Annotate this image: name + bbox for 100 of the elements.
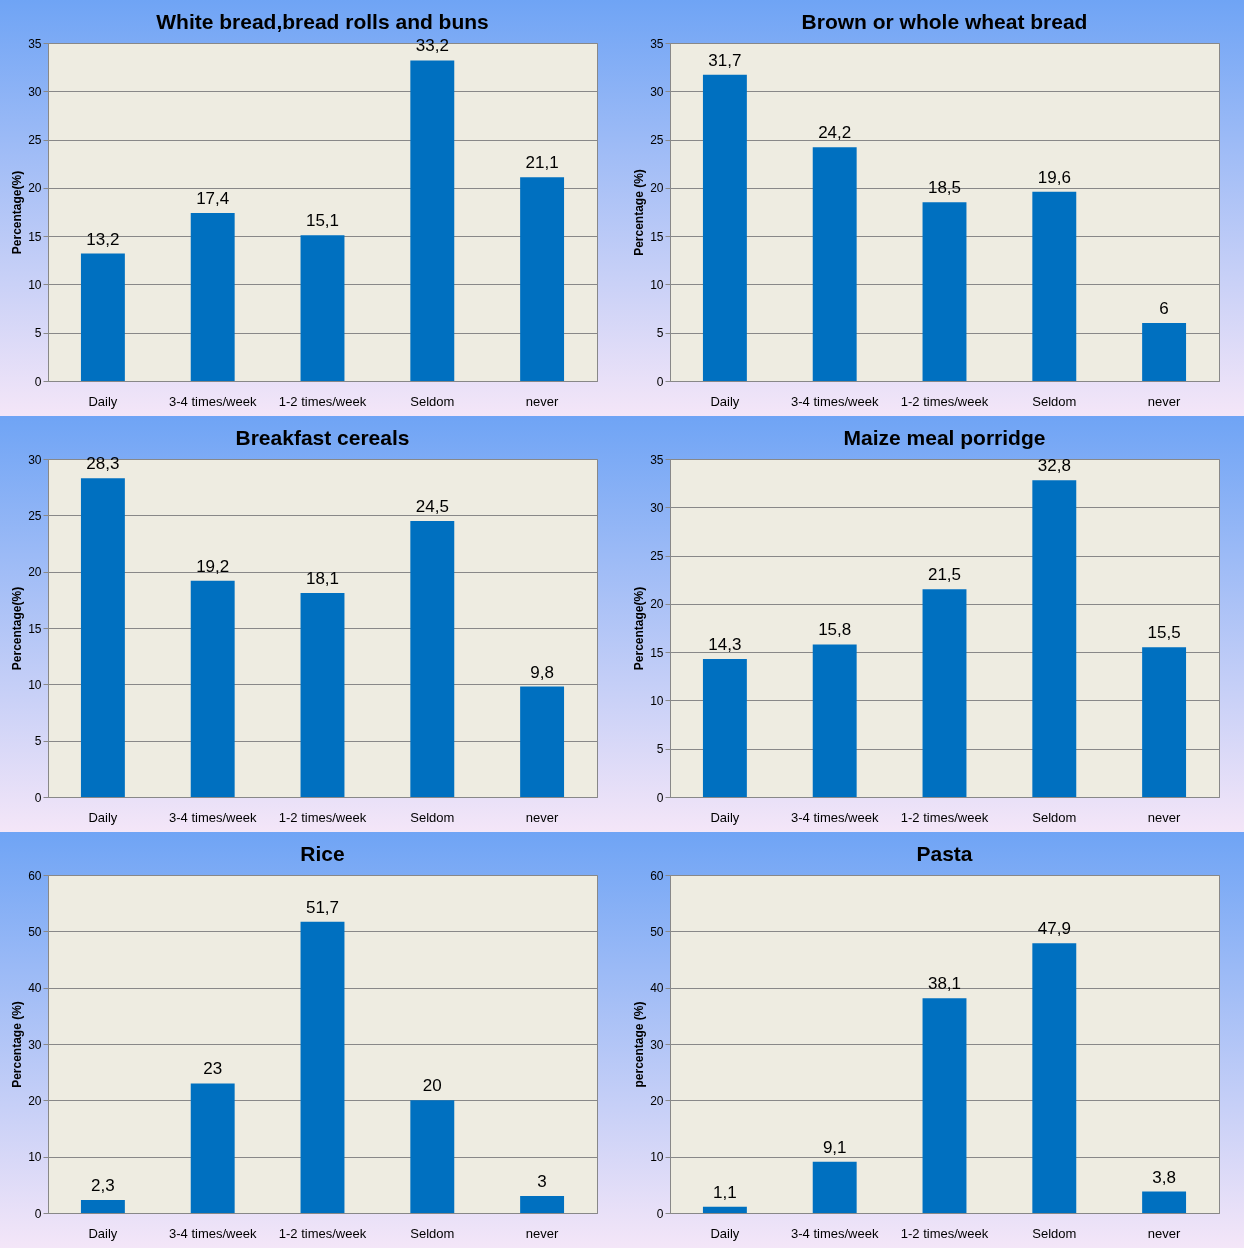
y-tick-label: 25 [650, 133, 664, 148]
y-tick-label: 20 [28, 1093, 42, 1108]
x-tick-label: never [525, 1225, 560, 1241]
data-label: 15,5 [1147, 623, 1181, 643]
x-tick-label: never [1147, 1225, 1182, 1241]
y-axis-title: Percentage(%) [10, 586, 25, 671]
bar [410, 520, 455, 797]
y-tick-label: 10 [650, 277, 664, 292]
x-tick-label: 1-2 times/week [278, 393, 367, 409]
x-tick-label: 3-4 times/week [790, 393, 879, 409]
y-tick-label: 0 [34, 790, 42, 805]
x-tick-label: 3-4 times/week [168, 393, 257, 409]
x-tick-label: Seldom [410, 1225, 455, 1241]
bar [190, 1083, 235, 1213]
y-tick-label: 15 [650, 645, 664, 660]
y-tick-label: 40 [28, 981, 42, 996]
x-tick-label: Daily [88, 393, 118, 409]
bar [812, 1161, 857, 1213]
y-tick-label: 30 [28, 1037, 42, 1052]
y-tick-label: 25 [650, 549, 664, 564]
y-tick-label: 15 [28, 229, 42, 244]
bar [1032, 480, 1077, 797]
y-axis-title: percentage (%) [632, 1001, 647, 1088]
y-tick-label: 5 [34, 326, 42, 341]
x-tick-label: Daily [710, 1225, 740, 1241]
y-tick-label: 35 [650, 36, 664, 51]
x-tick-label: never [525, 809, 560, 825]
y-axis-title: Percentage(%) [10, 170, 25, 255]
y-axis-title: Percentage(%) [632, 586, 647, 671]
x-tick-label: never [1147, 809, 1182, 825]
y-tick-label: 30 [650, 84, 664, 99]
data-label: 19,6 [1037, 167, 1071, 187]
y-tick-label: 10 [28, 677, 42, 692]
bar [922, 589, 967, 797]
x-tick-label: never [1147, 393, 1182, 409]
x-tick-label: Daily [710, 809, 740, 825]
y-tick-label: 15 [28, 621, 42, 636]
bar [1032, 191, 1077, 381]
data-label: 31,7 [708, 50, 742, 70]
bar [1142, 1191, 1187, 1213]
bar [410, 60, 455, 381]
y-tick-label: 0 [656, 1206, 664, 1221]
y-tick-label: 20 [650, 181, 664, 196]
y-tick-label: 15 [650, 229, 664, 244]
x-tick-label: 1-2 times/week [278, 1225, 367, 1241]
data-label: 15,1 [305, 211, 340, 231]
data-label: 3,8 [1152, 1167, 1176, 1187]
data-label: 32,8 [1037, 456, 1071, 476]
y-tick-label: 10 [650, 693, 664, 708]
data-label: 13,2 [86, 229, 120, 249]
chart-title: Rice [300, 842, 345, 865]
y-tick-label: 50 [650, 924, 664, 939]
bar [80, 253, 125, 381]
y-axis-title: Percentage (%) [10, 1001, 25, 1088]
bar [190, 212, 235, 381]
x-tick-label: 3-4 times/week [168, 809, 257, 825]
data-label: 17,4 [196, 188, 230, 208]
data-label: 18,1 [305, 569, 340, 589]
y-tick-label: 0 [34, 374, 42, 389]
x-tick-label: Daily [710, 393, 740, 409]
bar [520, 177, 565, 381]
bar [300, 235, 345, 381]
data-label: 6 [1159, 299, 1169, 319]
data-label: 14,3 [708, 634, 742, 654]
y-tick-label: 25 [28, 133, 42, 148]
data-label: 1,1 [713, 1182, 737, 1202]
bar [410, 1100, 455, 1213]
x-tick-label: never [525, 393, 560, 409]
x-tick-label: 3-4 times/week [790, 1225, 879, 1241]
y-tick-label: 30 [650, 500, 664, 515]
data-label: 23 [203, 1059, 223, 1079]
y-tick-label: 20 [28, 565, 42, 580]
bar [300, 593, 345, 797]
bar [80, 1200, 125, 1213]
y-tick-label: 60 [28, 868, 42, 883]
y-tick-label: 60 [650, 868, 664, 883]
x-tick-label: 1-2 times/week [278, 809, 367, 825]
data-label: 9,8 [530, 662, 554, 682]
data-label: 20 [422, 1076, 442, 1096]
x-tick-label: Daily [88, 1225, 118, 1241]
bar [702, 658, 747, 797]
y-tick-label: 5 [656, 742, 664, 757]
x-tick-label: Seldom [1032, 393, 1077, 409]
bar [702, 1206, 747, 1213]
y-tick-label: 10 [28, 1150, 42, 1165]
bar [812, 147, 857, 381]
y-tick-label: 50 [28, 924, 42, 939]
y-tick-label: 30 [28, 84, 42, 99]
data-label: 21,1 [525, 153, 559, 173]
data-label: 38,1 [927, 974, 962, 994]
bar [1142, 647, 1187, 797]
x-tick-label: 1-2 times/week [900, 393, 989, 409]
chart-title: Breakfast cereals [235, 426, 410, 449]
x-tick-label: 1-2 times/week [900, 1225, 989, 1241]
data-label: 28,3 [86, 454, 120, 474]
x-tick-label: 3-4 times/week [168, 1225, 257, 1241]
data-label: 47,9 [1037, 919, 1071, 939]
x-tick-label: Seldom [410, 393, 455, 409]
bar [80, 478, 125, 797]
y-tick-label: 35 [28, 36, 42, 51]
